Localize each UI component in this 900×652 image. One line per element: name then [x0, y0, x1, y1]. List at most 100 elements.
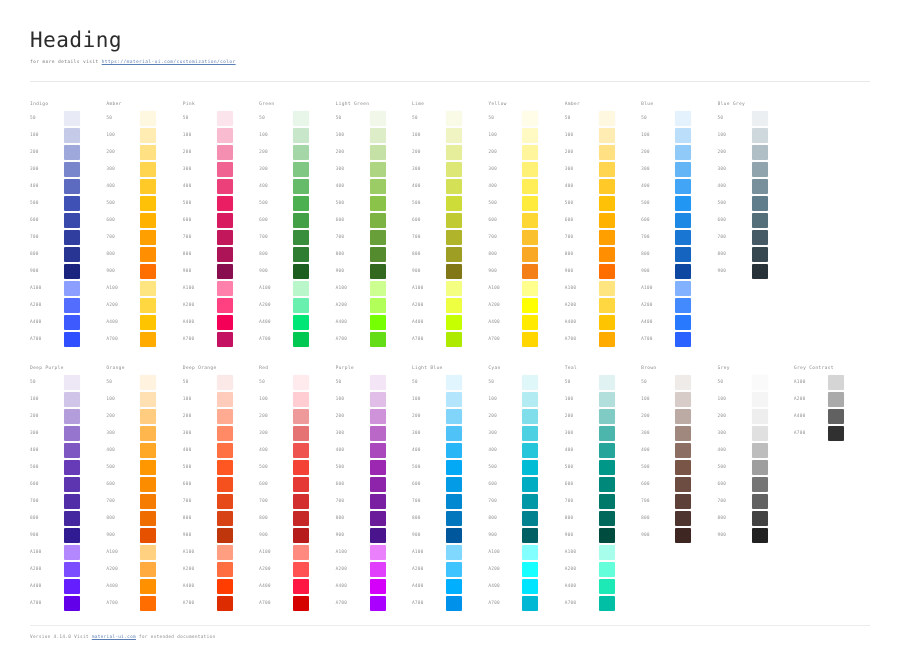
color-swatch[interactable] [140, 281, 157, 296]
color-swatch[interactable] [369, 128, 386, 143]
color-swatch[interactable] [598, 315, 615, 330]
color-swatch[interactable] [751, 392, 768, 407]
color-swatch[interactable] [369, 162, 386, 177]
color-swatch[interactable] [140, 443, 157, 458]
color-swatch[interactable] [369, 332, 386, 347]
color-swatch[interactable] [216, 281, 233, 296]
color-swatch[interactable] [675, 111, 692, 126]
color-swatch[interactable] [293, 162, 310, 177]
color-swatch[interactable] [751, 247, 768, 262]
color-swatch[interactable] [64, 409, 80, 424]
color-swatch[interactable] [216, 196, 233, 211]
color-swatch[interactable] [293, 579, 310, 594]
color-swatch[interactable] [751, 477, 768, 492]
color-swatch[interactable] [369, 426, 386, 441]
color-swatch[interactable] [64, 213, 80, 228]
color-swatch[interactable] [598, 545, 615, 560]
color-swatch[interactable] [675, 196, 692, 211]
color-swatch[interactable] [445, 315, 462, 330]
color-swatch[interactable] [598, 111, 615, 126]
color-swatch[interactable] [598, 596, 615, 611]
color-swatch[interactable] [369, 281, 386, 296]
color-swatch[interactable] [522, 443, 539, 458]
color-swatch[interactable] [64, 375, 80, 390]
color-swatch[interactable] [216, 315, 233, 330]
color-swatch[interactable] [598, 179, 615, 194]
color-swatch[interactable] [140, 494, 157, 509]
color-swatch[interactable] [64, 281, 80, 296]
color-swatch[interactable] [216, 230, 233, 245]
color-swatch[interactable] [216, 562, 233, 577]
color-swatch[interactable] [216, 264, 233, 279]
color-swatch[interactable] [522, 460, 539, 475]
color-swatch[interactable] [64, 579, 80, 594]
color-swatch[interactable] [522, 562, 539, 577]
color-swatch[interactable] [369, 528, 386, 543]
color-swatch[interactable] [64, 511, 80, 526]
color-swatch[interactable] [64, 596, 80, 611]
color-swatch[interactable] [445, 477, 462, 492]
color-swatch[interactable] [598, 230, 615, 245]
color-swatch[interactable] [369, 375, 386, 390]
color-swatch[interactable] [140, 545, 157, 560]
color-swatch[interactable] [598, 562, 615, 577]
color-swatch[interactable] [598, 511, 615, 526]
color-swatch[interactable] [369, 477, 386, 492]
color-swatch[interactable] [522, 298, 539, 313]
color-swatch[interactable] [293, 196, 310, 211]
color-swatch[interactable] [140, 375, 157, 390]
color-swatch[interactable] [64, 332, 80, 347]
color-swatch[interactable] [827, 426, 844, 441]
color-swatch[interactable] [675, 281, 692, 296]
color-swatch[interactable] [293, 511, 310, 526]
color-swatch[interactable] [64, 477, 80, 492]
color-swatch[interactable] [751, 162, 768, 177]
color-swatch[interactable] [369, 145, 386, 160]
color-swatch[interactable] [293, 213, 310, 228]
color-swatch[interactable] [216, 579, 233, 594]
color-swatch[interactable] [140, 247, 157, 262]
color-swatch[interactable] [140, 128, 157, 143]
color-swatch[interactable] [445, 443, 462, 458]
color-swatch[interactable] [675, 162, 692, 177]
color-swatch[interactable] [445, 392, 462, 407]
color-swatch[interactable] [445, 298, 462, 313]
color-swatch[interactable] [751, 426, 768, 441]
color-swatch[interactable] [216, 298, 233, 313]
color-swatch[interactable] [445, 562, 462, 577]
color-swatch[interactable] [369, 443, 386, 458]
color-swatch[interactable] [675, 213, 692, 228]
color-swatch[interactable] [522, 111, 539, 126]
color-swatch[interactable] [445, 460, 462, 475]
color-swatch[interactable] [140, 392, 157, 407]
color-swatch[interactable] [522, 162, 539, 177]
color-swatch[interactable] [751, 528, 768, 543]
color-swatch[interactable] [140, 562, 157, 577]
color-swatch[interactable] [216, 247, 233, 262]
color-swatch[interactable] [445, 111, 462, 126]
color-swatch[interactable] [293, 409, 310, 424]
color-swatch[interactable] [216, 128, 233, 143]
color-swatch[interactable] [64, 562, 80, 577]
color-swatch[interactable] [445, 511, 462, 526]
color-swatch[interactable] [216, 213, 233, 228]
color-swatch[interactable] [369, 596, 386, 611]
color-swatch[interactable] [64, 264, 80, 279]
color-swatch[interactable] [598, 460, 615, 475]
color-swatch[interactable] [140, 264, 157, 279]
color-swatch[interactable] [369, 111, 386, 126]
color-swatch[interactable] [675, 477, 692, 492]
color-swatch[interactable] [140, 596, 157, 611]
color-swatch[interactable] [64, 128, 80, 143]
color-swatch[interactable] [216, 392, 233, 407]
color-swatch[interactable] [598, 579, 615, 594]
color-swatch[interactable] [598, 264, 615, 279]
color-swatch[interactable] [64, 443, 80, 458]
color-swatch[interactable] [445, 162, 462, 177]
color-swatch[interactable] [675, 264, 692, 279]
color-swatch[interactable] [293, 494, 310, 509]
color-swatch[interactable] [598, 477, 615, 492]
color-swatch[interactable] [216, 477, 233, 492]
color-swatch[interactable] [675, 145, 692, 160]
color-swatch[interactable] [216, 511, 233, 526]
